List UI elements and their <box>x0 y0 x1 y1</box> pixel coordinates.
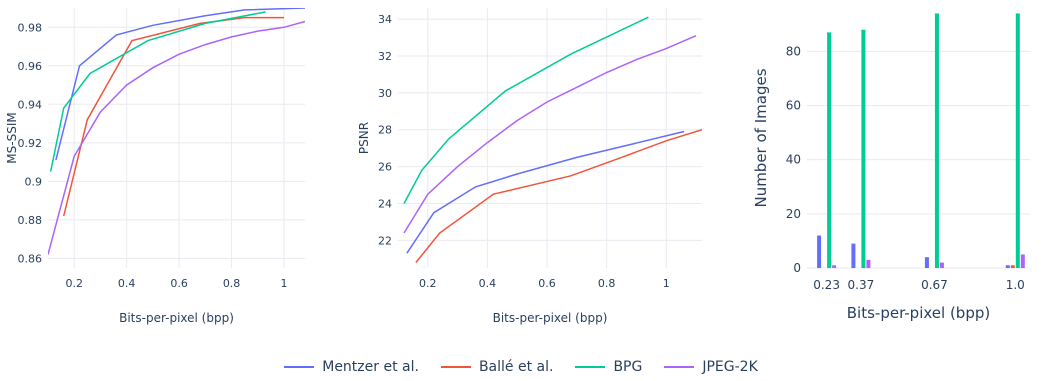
bar-jpeg-2k-0-37 <box>866 259 871 268</box>
y-tick-label: 34 <box>378 13 392 26</box>
legend-label-jpeg2k: JPEG-2K <box>702 359 758 375</box>
y-tick-label: 0.98 <box>18 21 43 34</box>
legend-item-mentzer[interactable]: Mentzer et al. <box>284 359 419 375</box>
series-line-jpeg-2k <box>48 20 305 255</box>
x-tick-label: 0.8 <box>598 277 616 290</box>
bar-ball-et-al-1-0 <box>1010 265 1015 268</box>
x-tick-label: 0.6 <box>170 277 188 290</box>
y-tick-label: 26 <box>378 161 392 174</box>
x-tick-label: 0.23 <box>813 278 840 292</box>
legend-label-bpg: BPG <box>613 359 643 375</box>
bar-mentzer-et-al-0-67 <box>924 257 929 268</box>
x-tick-label: 1.0 <box>1006 278 1025 292</box>
legend-swatch-mentzer <box>284 366 315 368</box>
legend-swatch-jpeg2k <box>664 366 695 368</box>
series-line-bpg <box>403 16 649 204</box>
y-tick-label: 0.88 <box>18 214 43 227</box>
bar-mentzer-et-al-0-37 <box>851 243 856 268</box>
y-tick-label: 20 <box>786 207 801 221</box>
x-tick-label: 1 <box>281 277 288 290</box>
bar-jpeg-2k-0-67 <box>939 262 944 268</box>
y-tick-label: 40 <box>786 153 801 167</box>
x-tick-label: 0.8 <box>223 277 241 290</box>
y-tick-label: 32 <box>378 50 392 63</box>
msssim-chart: 0.86 0.88 0.9 0.92 0.94 0.96 0.98 0.2 0.4 0.6 0.8 1… <box>5 8 305 325</box>
y-tick-label: 80 <box>786 44 801 58</box>
bar-bpg-0-23 <box>827 32 832 268</box>
legend-label-mentzer: Mentzer et al. <box>322 359 419 375</box>
x-axis-title: Bits-per-pixel (bpp) <box>847 304 990 322</box>
x-tick-label: 0.4 <box>118 277 136 290</box>
y-tick-label: 28 <box>378 124 392 137</box>
y-tick-label: 22 <box>378 234 392 247</box>
bar-bpg-1-0 <box>1015 13 1020 268</box>
bar-mentzer-et-al-1-0 <box>1005 265 1010 268</box>
y-tick-label: 0.94 <box>18 98 43 111</box>
series-line-bpg <box>49 11 266 172</box>
bar-bpg-0-37 <box>861 29 866 268</box>
x-axis-title: Bits-per-pixel (bpp) <box>119 311 234 325</box>
y-tick-label: 0.96 <box>18 60 43 73</box>
series-line-mentzer-et-al <box>406 130 685 254</box>
y-tick-label: 0.86 <box>18 252 43 265</box>
x-tick-label: 0.67 <box>921 278 948 292</box>
bar-bpg-0-67 <box>934 13 939 268</box>
x-tick-label: 0.37 <box>848 278 875 292</box>
legend: Mentzer et al. Ballé et al. BPG JPEG-2K <box>0 356 1042 378</box>
series-line-ball-et-al <box>62 16 284 217</box>
y-tick-label: 30 <box>378 87 392 100</box>
y-axis-title: PSNR <box>357 122 371 154</box>
bar-jpeg-2k-1-0 <box>1020 254 1025 268</box>
y-axis-title: MS-SSIM <box>5 112 19 163</box>
x-tick-label: 1 <box>663 277 670 290</box>
y-tick-label: 24 <box>378 197 392 210</box>
series-line-mentzer-et-al <box>55 8 305 161</box>
legend-swatch-balle <box>440 366 471 368</box>
y-axis-title: Number of Images <box>752 68 770 207</box>
bar-mentzer-et-al-0-23 <box>817 235 822 268</box>
x-tick-label: 0.2 <box>419 277 437 290</box>
x-tick-label: 0.4 <box>479 277 497 290</box>
series-line-jpeg-2k <box>403 35 697 234</box>
image-count-chart: 0 20 40 60 80 0.23 0.37 0.67 1.0 Bits-per-pixel (… <box>752 13 1030 322</box>
x-tick-label: 0.6 <box>538 277 556 290</box>
x-axis-title: Bits-per-pixel (bpp) <box>493 311 608 325</box>
legend-item-balle[interactable]: Ballé et al. <box>440 359 554 375</box>
y-tick-label: 0 <box>793 261 801 275</box>
y-tick-label: 0.9 <box>25 175 43 188</box>
legend-swatch-bpg <box>575 366 606 368</box>
y-tick-label: 60 <box>786 99 801 113</box>
legend-label-balle: Ballé et al. <box>478 359 554 375</box>
legend-item-bpg[interactable]: BPG <box>575 359 642 375</box>
series-line-ball-et-al <box>415 128 702 263</box>
x-tick-label: 0.2 <box>65 277 83 290</box>
legend-item-jpeg2k[interactable]: JPEG-2K <box>664 359 758 375</box>
psnr-chart: 22 24 26 28 30 32 34 0.2 0.4 0.6 0.8 1 Bits-per-pixe… <box>357 8 702 325</box>
bar-jpeg-2k-0-23 <box>832 265 837 268</box>
y-tick-label: 0.92 <box>18 137 43 150</box>
